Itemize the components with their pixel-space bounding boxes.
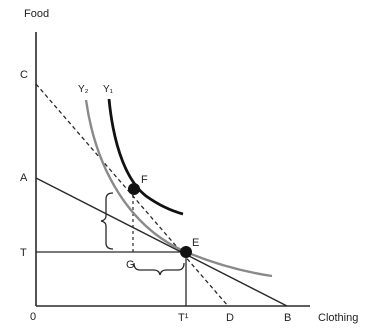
indifference-curve-y1 (107, 98, 184, 216)
label-f: F (141, 174, 148, 186)
label-e: E (192, 237, 199, 249)
label-g: G (126, 259, 135, 271)
label-c: C (20, 69, 28, 81)
indifference-curve-y2 (84, 99, 273, 278)
origin-label: 0 (30, 311, 36, 323)
label-d: D (226, 312, 234, 324)
label-t1: T¹ (178, 312, 189, 324)
x-axis-label: Clothing (318, 312, 358, 324)
label-y1: Y₁ (103, 84, 114, 95)
bracket-horizontal (133, 262, 185, 276)
bracket-vertical (100, 192, 114, 250)
point-e-dot (180, 246, 192, 258)
budget-line-cd-dashed (35, 83, 229, 307)
label-a: A (20, 172, 28, 184)
label-b: B (284, 312, 291, 324)
y-axis-label: Food (24, 8, 49, 20)
point-f-dot (128, 183, 140, 195)
label-t: T (20, 247, 27, 259)
budget-line-ab (35, 177, 288, 307)
label-y2: Y₂ (78, 84, 89, 95)
